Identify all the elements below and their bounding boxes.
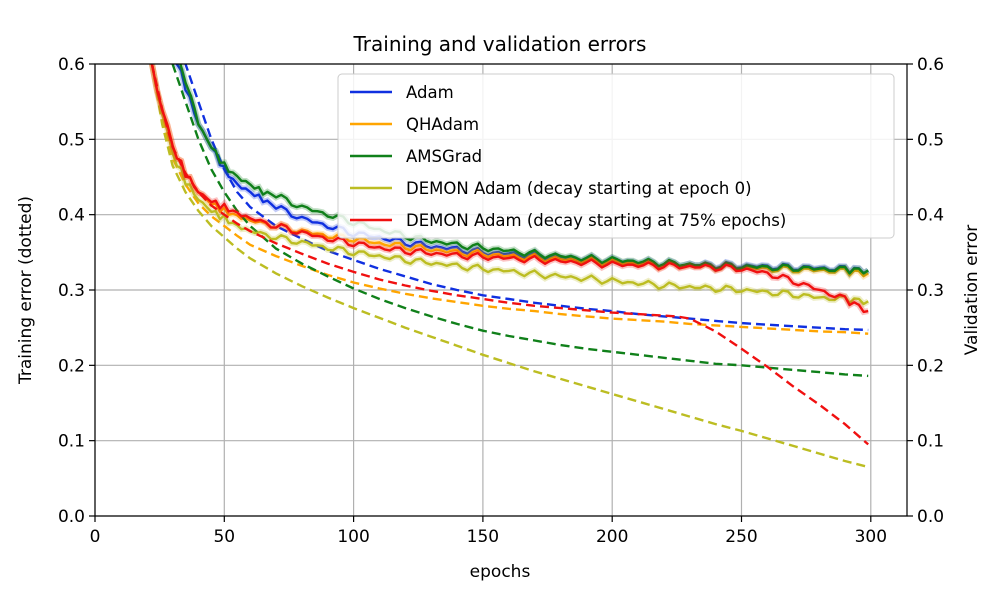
y-tick-label-right: 0.6 bbox=[917, 55, 944, 75]
x-axis-label: epochs bbox=[470, 562, 531, 582]
y-tick-label-left: 0.4 bbox=[58, 206, 85, 226]
y-tick-label-left: 0.3 bbox=[58, 281, 85, 301]
y-tick-label-left: 0.6 bbox=[58, 55, 85, 75]
series-3 bbox=[148, 64, 870, 469]
y-tick-label-right: 0.1 bbox=[917, 432, 944, 452]
y-tick-label-right: 0.4 bbox=[917, 206, 944, 226]
y-tick-label-right: 0.0 bbox=[917, 507, 944, 527]
y-tick-label-left: 0.1 bbox=[58, 432, 85, 452]
legend: Adam QHAdam AMSGrad DEMON Adam (decay start… bbox=[337, 73, 895, 239]
legend-label: QHAdam bbox=[406, 115, 479, 134]
training-line bbox=[171, 64, 869, 378]
y-tick-label-right: 0.5 bbox=[917, 130, 944, 150]
x-tick-label: 0 bbox=[90, 527, 101, 547]
x-tick-label: 50 bbox=[213, 527, 235, 547]
series-layer bbox=[148, 64, 870, 469]
y-axis-label-right: Validation error bbox=[962, 225, 982, 356]
chart-title: Training and validation errors bbox=[353, 32, 647, 56]
y-tick-label-right: 0.3 bbox=[917, 281, 944, 301]
x-tick-label: 100 bbox=[337, 527, 369, 547]
x-tick-label: 300 bbox=[855, 527, 887, 547]
series-4 bbox=[148, 64, 869, 446]
y-tick-label-left: 0.0 bbox=[58, 507, 85, 527]
legend-label: Adam bbox=[406, 83, 454, 102]
x-tick-label: 250 bbox=[725, 527, 757, 547]
training-line bbox=[150, 64, 869, 335]
y-tick-label-right: 0.2 bbox=[917, 356, 944, 376]
legend-label: DEMON Adam (decay starting at epoch 0) bbox=[406, 179, 752, 198]
training-line bbox=[184, 64, 869, 332]
training-line bbox=[150, 64, 869, 469]
legend-label: AMSGrad bbox=[406, 147, 482, 166]
y-tick-label-left: 0.2 bbox=[58, 356, 85, 376]
validation-line bbox=[150, 64, 869, 306]
x-tick-label: 150 bbox=[467, 527, 499, 547]
legend-box bbox=[337, 73, 895, 239]
legend-label: DEMON Adam (decay starting at 75% epochs… bbox=[406, 211, 786, 230]
series-2 bbox=[171, 64, 870, 378]
x-tick-label: 200 bbox=[596, 527, 628, 547]
y-axis-label-left: Training error (dotted) bbox=[16, 196, 36, 385]
validation-line bbox=[150, 64, 869, 314]
validation-line bbox=[179, 64, 869, 275]
ticks: 0 50 100 150 200 250 300 0.0 0.0 0.1 0.1 0.2 0.2 0.3 0… bbox=[58, 55, 944, 547]
y-tick-label-left: 0.5 bbox=[58, 130, 85, 150]
